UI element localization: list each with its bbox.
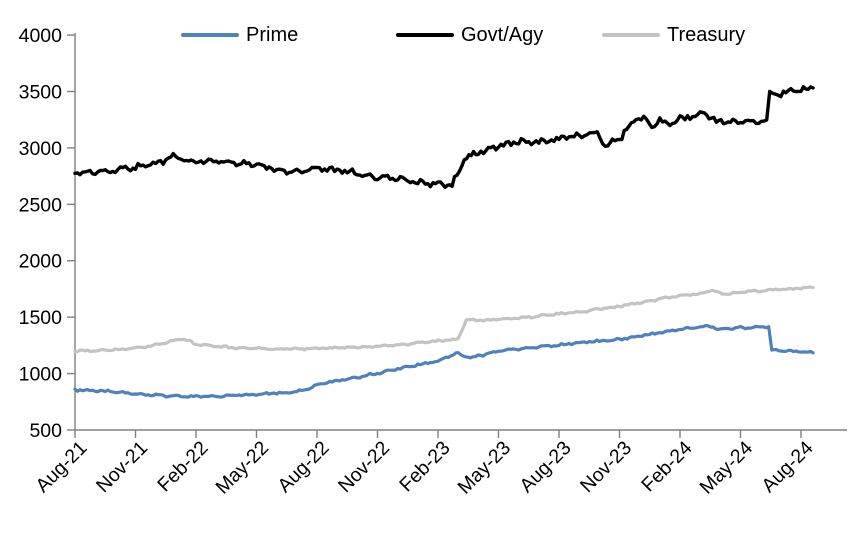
x-axis-tick-label: May-23 [453,437,515,499]
legend-item-prime: Prime [181,23,298,47]
legend-label-govt-agy: Govt/Agy [461,24,544,46]
series-line-treasury [73,285,815,354]
x-axis-tick-label: Aug-23 [516,437,576,497]
x-axis-tick-label: Feb-24 [637,437,696,496]
y-axis-tick-label: 500 [29,420,62,442]
y-axis-tick-label: 2000 [19,251,63,273]
legend-item-govt-agy: Govt/Agy [396,23,543,47]
x-axis-tick-label: Feb-22 [153,437,212,496]
y-axis-tick-label: 2500 [19,194,63,216]
y-axis-tick-label: 3000 [19,138,63,160]
y-axis-tick-label: 1000 [19,364,63,386]
y-axis-tick-label: 1500 [19,307,63,329]
legend-label-prime: Prime [246,24,299,46]
series-line-prime [73,324,815,399]
legend-item-treasury: Treasury [602,23,745,47]
chart-legend: Prime Govt/Agy Treasury [0,23,852,47]
axis-lines [74,33,847,431]
treasury-line-swatch [602,33,660,37]
x-axis-tick-label: Nov-23 [576,437,636,497]
x-axis-tick-label: May-22 [211,437,273,499]
prime-line-swatch [181,33,239,37]
y-axis-tick-label: 4000 [19,25,63,47]
y-axis-tick-label: 3500 [19,81,63,103]
x-axis-tick-label: Nov-22 [334,437,394,497]
x-axis-tick-label: Aug-22 [274,437,334,497]
legend-label-treasury: Treasury [667,24,746,46]
x-axis-tick-label: May-24 [695,437,757,499]
x-axis-tick-label: Nov-21 [92,437,152,497]
govt-agy-line-swatch [396,33,454,37]
x-axis-tick-label: Aug-21 [32,437,92,497]
series-line-govt-agy [73,85,815,190]
x-axis-tick-label: Feb-23 [395,437,454,496]
x-axis-tick-label: Aug-24 [758,437,818,497]
